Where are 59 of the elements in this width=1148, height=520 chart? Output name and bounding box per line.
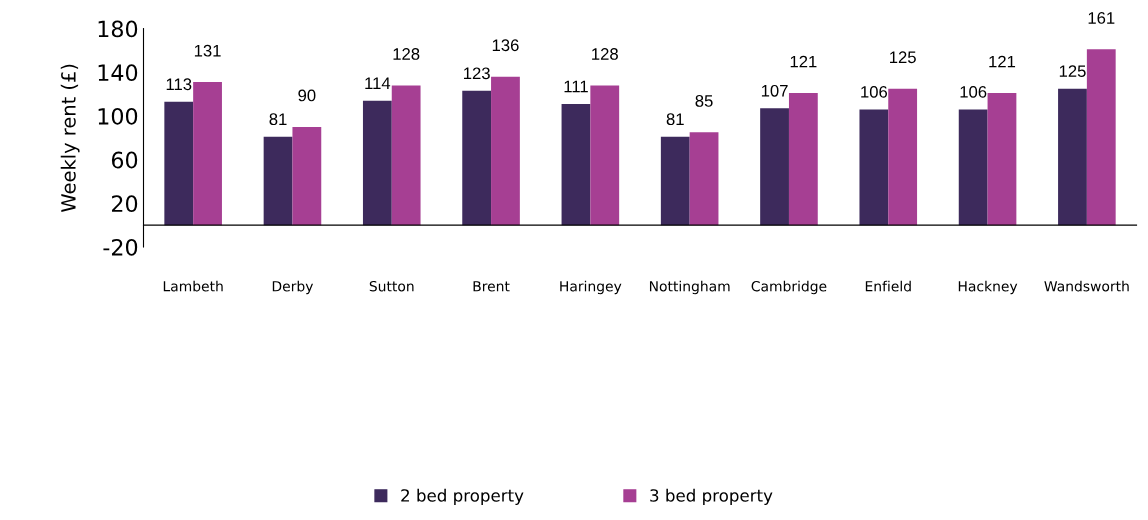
bar [164,101,194,226]
x-tick-label: Enfield [865,280,911,292]
bar [263,136,293,226]
bar [1086,49,1116,226]
y-tick-label: 100 [98,107,138,125]
bar [362,100,392,226]
y-tick-label: 60 [111,151,138,169]
bar [292,126,322,226]
data-label: 114 [365,77,391,89]
y-tick-label: -20 [103,238,138,256]
legend-label: 3 bed property [650,488,773,505]
x-tick-label: Wandsworth [1044,280,1129,292]
bar [193,82,222,226]
legend-label: 2 bed property [401,488,524,505]
data-label: 107 [761,84,788,97]
data-label: 123 [464,67,490,80]
bar [987,93,1017,226]
data-label: 125 [890,51,916,64]
data-label: 128 [592,48,618,60]
bar [888,88,918,226]
bar [491,76,520,226]
data-label: 128 [393,48,420,60]
y-tick-label: 180 [98,20,138,38]
data-label: 136 [492,39,519,52]
x-tick-label: Lambeth [163,280,223,292]
data-label: 113 [166,78,192,91]
data-label: 161 [1088,12,1115,24]
data-label: 121 [790,55,817,68]
bar [689,132,719,226]
data-label: 90 [298,89,316,102]
x-tick-label: Sutton [369,280,414,292]
data-label: 106 [861,85,888,98]
bar [660,136,690,226]
data-label: 85 [695,95,713,107]
bar [788,93,818,226]
bar [590,85,620,226]
x-tick-label: Haringey [560,280,622,295]
bar [859,109,889,226]
data-label: 81 [666,113,684,126]
x-tick-label: Hackney [958,280,1018,295]
bar [561,103,591,226]
data-label: 111 [564,80,588,93]
x-tick-label: Nottingham [649,280,730,295]
y-tick-label: 20 [111,195,138,213]
x-tick-label: Brent [473,281,510,292]
bar [958,109,988,226]
y-tick-label: 140 [98,64,138,82]
data-label: 131 [194,44,221,57]
x-tick-label: Derby [272,280,314,295]
y-axis-title: Weekly rent (£) [60,64,80,212]
data-label: 106 [960,85,987,98]
bar [760,108,789,226]
data-label: 121 [989,55,1016,68]
data-label: 125 [1059,65,1086,78]
bar [462,90,492,226]
bar [391,85,421,226]
bar [1058,88,1087,226]
x-tick-label: Cambridge [751,280,827,295]
data-label: 81 [269,113,287,126]
